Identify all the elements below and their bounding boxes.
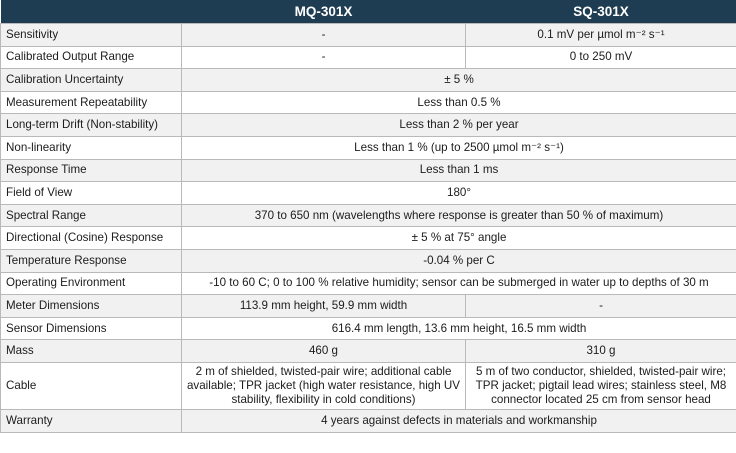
spec-label: Measurement Repeatability <box>0 90 182 115</box>
spec-row: Directional (Cosine) Response ± 5 % at 75… <box>0 226 736 250</box>
spec-label: Mass <box>0 339 182 363</box>
spec-value-sq: 0.1 mV per µmol m⁻² s⁻¹ <box>465 23 736 47</box>
header-mq-301x: MQ-301X <box>181 0 466 24</box>
spec-label: Warranty <box>0 408 182 433</box>
spec-row: Field of View 180° <box>0 181 736 205</box>
spec-label: Sensor Dimensions <box>0 316 182 341</box>
spec-label: Response Time <box>0 158 182 183</box>
spec-value-shared: Less than 1 % (up to 2500 µmol m⁻² s⁻¹) <box>181 135 736 160</box>
spec-label: Long-term Drift (Non-stability) <box>0 113 182 137</box>
spec-value-shared: Less than 0.5 % <box>181 90 736 115</box>
spec-value-sq: 5 m of two conductor, shielded, twisted-… <box>465 361 736 410</box>
spec-label: Spectral Range <box>0 203 182 228</box>
spec-value-shared: -0.04 % per C <box>181 248 736 273</box>
spec-label: Calibrated Output Range <box>0 45 182 70</box>
spec-row: Warranty 4 years against defects in mater… <box>0 408 736 433</box>
spec-value-shared: ± 5 % <box>181 68 736 92</box>
spec-label: Directional (Cosine) Response <box>0 226 182 250</box>
spec-value-mq: 2 m of shielded, twisted-pair wire; addi… <box>181 361 466 410</box>
spec-value-shared: 4 years against defects in materials and… <box>181 408 736 433</box>
spec-row: Non-linearity Less than 1 % (up to 2500 µ… <box>0 135 736 160</box>
spec-row: Operating Environment -10 to 60 C; 0 to 1… <box>0 271 736 296</box>
header-row: MQ-301X SQ-301X <box>0 0 736 24</box>
spec-row: Calibration Uncertainty ± 5 % <box>0 68 736 92</box>
spec-value-mq: 460 g <box>181 339 466 363</box>
spec-label: Non-linearity <box>0 135 182 160</box>
spec-label: Meter Dimensions <box>0 294 182 318</box>
spec-row: Spectral Range 370 to 650 nm (wavelengths… <box>0 203 736 228</box>
spec-row: Mass 460 g 310 g <box>0 339 736 363</box>
spec-value-sq: 310 g <box>465 339 736 363</box>
spec-label: Cable <box>0 361 182 410</box>
spec-label: Calibration Uncertainty <box>0 68 182 92</box>
header-sq-301x: SQ-301X <box>465 0 736 24</box>
spec-label: Operating Environment <box>0 271 182 296</box>
spec-value-mq: - <box>181 45 466 70</box>
spec-row: Calibrated Output Range -0 to 250 mV <box>0 45 736 70</box>
spec-row: Sensor Dimensions 616.4 mm length, 13.6 m… <box>0 316 736 341</box>
spec-value-shared: Less than 2 % per year <box>181 113 736 137</box>
spec-row: Sensitivity -0.1 mV per µmol m⁻² s⁻¹ <box>0 23 736 47</box>
spec-value-shared: Less than 1 ms <box>181 158 736 183</box>
spec-value-sq: 0 to 250 mV <box>465 45 736 70</box>
specifications-table: MQ-301X SQ-301X Sensitivity -0.1 mV per µ… <box>0 0 736 433</box>
spec-value-shared: ± 5 % at 75° angle <box>181 226 736 250</box>
spec-value-shared: 616.4 mm length, 13.6 mm height, 16.5 mm… <box>181 316 736 341</box>
spec-label: Sensitivity <box>0 23 182 47</box>
spec-row: Meter Dimensions 113.9 mm height, 59.9 mm… <box>0 294 736 318</box>
spec-label: Field of View <box>0 181 182 205</box>
spec-value-shared: -10 to 60 C; 0 to 100 % relative humidit… <box>181 271 736 296</box>
spec-value-mq: - <box>181 23 466 47</box>
spec-label: Temperature Response <box>0 248 182 273</box>
spec-row: Long-term Drift (Non-stability) Less than… <box>0 113 736 137</box>
spec-row: Response Time Less than 1 ms <box>0 158 736 183</box>
spec-value-mq: 113.9 mm height, 59.9 mm width <box>181 294 466 318</box>
spec-value-shared: 370 to 650 nm (wavelengths where respons… <box>181 203 736 228</box>
spec-value-sq: - <box>465 294 736 318</box>
spec-body: Sensitivity -0.1 mV per µmol m⁻² s⁻¹ Calib… <box>0 23 736 433</box>
header-blank <box>0 0 182 24</box>
spec-row: Cable 2 m of shielded, twisted-pair wire;… <box>0 361 736 410</box>
spec-row: Temperature Response -0.04 % per C <box>0 248 736 273</box>
spec-value-shared: 180° <box>181 181 736 205</box>
spec-row: Measurement Repeatability Less than 0.5 % <box>0 90 736 115</box>
